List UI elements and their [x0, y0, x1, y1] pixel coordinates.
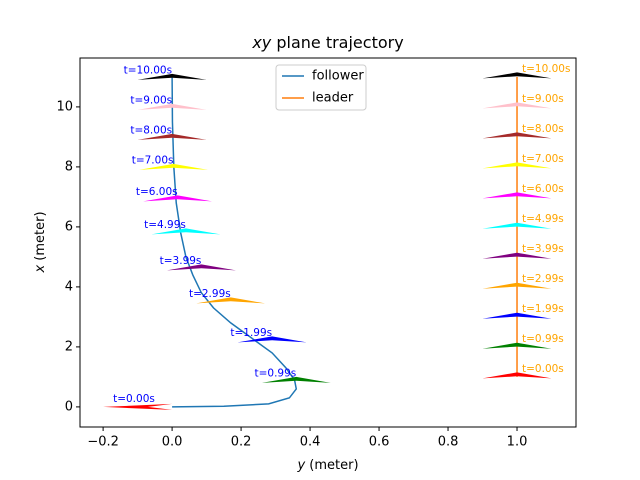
plot-frame	[79, 57, 577, 428]
pose-marker	[482, 162, 552, 169]
pose-marker	[482, 132, 552, 139]
y-tick-label: 6	[65, 219, 73, 234]
x-tick-label: 0.6	[369, 435, 390, 450]
pose-label: t=0.99s	[255, 367, 297, 379]
pose-marker	[482, 102, 552, 109]
title-math: xy	[251, 33, 271, 52]
pose-label: t=3.99s	[160, 255, 202, 267]
pose-marker	[138, 163, 208, 170]
pose-marker	[482, 252, 552, 259]
pose-marker	[482, 192, 552, 199]
pose-marker	[166, 264, 236, 271]
pose-label: t=3.99s	[522, 243, 564, 255]
x-tick-label: −0.2	[87, 435, 119, 450]
x-tick-label: 0.0	[162, 435, 183, 450]
y-tick-label: 10	[56, 99, 73, 114]
pose-marker	[482, 282, 552, 289]
ylabel-math: x	[33, 265, 48, 274]
pose-marker	[196, 297, 266, 304]
pose-marker	[482, 312, 552, 319]
pose-label: t=0.00s	[522, 363, 564, 375]
pose-label: t=8.00s	[522, 123, 564, 135]
pose-marker	[103, 403, 173, 410]
xlabel-math: y	[296, 458, 305, 473]
pose-marker	[137, 73, 207, 80]
x-tick-label: 0.4	[300, 435, 321, 450]
pose-marker	[261, 376, 331, 383]
pose-label: t=7.00s	[132, 154, 174, 166]
pose-marker	[143, 195, 213, 202]
pose-label: t=6.00s	[522, 183, 564, 195]
pose-marker	[151, 228, 221, 235]
pose-marker	[482, 372, 552, 379]
y-tick-label: 8	[65, 159, 73, 174]
xlabel-text: (meter)	[309, 458, 358, 473]
pose-label: t=0.99s	[522, 333, 564, 345]
y-tick-label: 0	[65, 399, 73, 414]
trajectory-line	[171, 76, 298, 408]
pose-marker	[137, 133, 207, 140]
pose-label: t=9.00s	[130, 94, 172, 106]
pose-label: t=4.99s	[522, 213, 564, 225]
pose-label: t=6.00s	[136, 186, 178, 198]
title-text: plane trajectory	[276, 33, 403, 52]
x-tick-label: 1.0	[507, 435, 528, 450]
pose-marker	[482, 72, 552, 79]
ylabel-text: (meter)	[33, 211, 48, 260]
pose-label: t=7.00s	[522, 153, 564, 165]
x-tick-label: 0.2	[231, 435, 252, 450]
legend-label: leader	[312, 91, 354, 106]
pose-marker	[137, 103, 207, 110]
pose-label: t=9.00s	[522, 93, 564, 105]
pose-label: t=8.00s	[130, 124, 172, 136]
pose-label: t=4.99s	[144, 219, 186, 231]
y-axis-label: x (meter)	[33, 211, 48, 273]
pose-label: t=10.00s	[522, 63, 570, 75]
chart-title: xy plane trajectory	[251, 33, 403, 52]
pose-label: t=10.00s	[124, 64, 172, 76]
pose-label: t=1.99s	[230, 327, 272, 339]
pose-marker	[482, 222, 552, 229]
pose-marker	[237, 336, 307, 343]
x-tick-label: 0.8	[438, 435, 459, 450]
x-axis-label: y (meter)	[296, 458, 358, 473]
y-tick-label: 4	[65, 279, 73, 294]
pose-label: t=2.99s	[522, 273, 564, 285]
pose-label: t=1.99s	[522, 303, 564, 315]
pose-label: t=2.99s	[189, 288, 231, 300]
y-tick-label: 2	[65, 339, 73, 354]
pose-marker	[482, 342, 552, 349]
pose-label: t=0.00s	[113, 393, 155, 405]
legend-label: follower	[312, 69, 364, 84]
